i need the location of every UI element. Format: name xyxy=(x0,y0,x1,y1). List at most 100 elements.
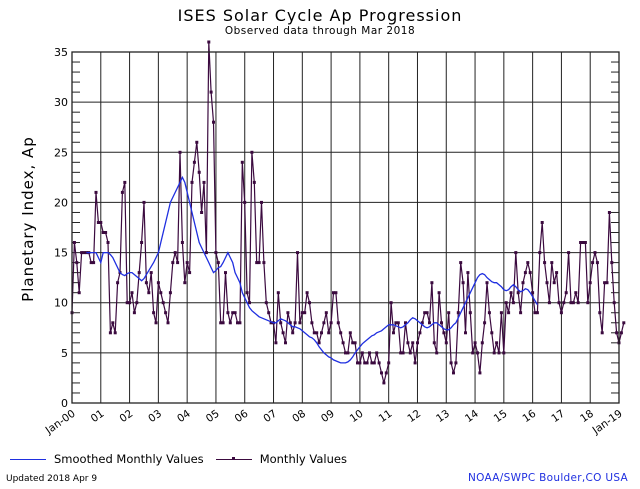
monthly-point xyxy=(123,180,127,184)
monthly-point xyxy=(535,311,539,315)
monthly-point xyxy=(224,271,227,275)
monthly-point xyxy=(615,331,619,335)
monthly-point xyxy=(468,311,472,315)
monthly-point xyxy=(99,221,103,224)
monthly-point xyxy=(401,351,405,355)
monthly-point xyxy=(464,331,467,335)
monthly-point xyxy=(466,271,470,275)
legend-item-monthly: Monthly Values xyxy=(215,452,347,466)
monthly-point xyxy=(264,301,268,305)
monthly-point xyxy=(96,221,100,224)
monthly-point xyxy=(298,321,302,325)
monthly-point xyxy=(226,311,230,315)
monthly-values-line xyxy=(71,41,625,384)
monthly-point xyxy=(140,241,144,244)
x-tick-label: 03 xyxy=(146,408,164,426)
monthly-point xyxy=(106,241,110,244)
monthly-point xyxy=(372,361,376,365)
x-tick-label: 07 xyxy=(261,408,279,426)
monthly-point xyxy=(610,261,614,265)
monthly-point xyxy=(375,351,379,355)
monthly-point xyxy=(341,341,345,345)
monthly-point xyxy=(178,150,182,154)
source-credit: NOAA/SWPC Boulder,CO USA xyxy=(467,472,628,484)
monthly-point xyxy=(130,291,134,295)
monthly-point xyxy=(161,301,165,305)
chart-title: ISES Solar Cycle Ap Progression xyxy=(177,6,463,25)
y-tick-label: 10 xyxy=(54,297,68,310)
monthly-point xyxy=(519,311,523,315)
monthly-point xyxy=(432,341,436,345)
monthly-point xyxy=(552,281,556,285)
monthly-point xyxy=(336,321,340,325)
monthly-point xyxy=(231,311,235,315)
chart-subtitle: Observed data through Mar 2018 xyxy=(224,25,416,37)
monthly-point xyxy=(389,301,393,305)
monthly-point xyxy=(180,241,184,244)
y-tick-label: 0 xyxy=(61,397,68,410)
monthly-point xyxy=(185,261,189,265)
legend: Smoothed Monthly Values Monthly Values xyxy=(10,452,359,466)
monthly-point xyxy=(188,271,192,275)
monthly-point xyxy=(418,331,422,335)
monthly-point xyxy=(252,180,256,184)
monthly-point xyxy=(183,281,187,285)
monthly-point xyxy=(511,301,515,305)
monthly-point xyxy=(509,291,513,295)
monthly-point xyxy=(332,291,335,295)
monthly-point xyxy=(562,301,566,305)
monthly-point xyxy=(293,321,297,325)
monthly-point xyxy=(380,371,383,375)
monthly-point xyxy=(476,351,479,355)
monthly-point xyxy=(384,371,388,375)
monthly-point xyxy=(396,321,400,325)
monthly-point xyxy=(579,241,583,244)
monthly-point xyxy=(420,321,424,325)
monthly-point xyxy=(281,331,285,335)
monthly-point xyxy=(233,311,237,315)
monthly-point xyxy=(317,341,321,345)
monthly-point xyxy=(459,261,463,265)
x-tick-label: 16 xyxy=(521,407,539,425)
monthly-point xyxy=(329,321,333,325)
monthly-point xyxy=(305,291,309,295)
monthly-point xyxy=(564,291,568,295)
monthly-point xyxy=(279,321,283,325)
monthly-point xyxy=(533,311,537,315)
monthly-point xyxy=(195,140,199,144)
monthly-point xyxy=(176,261,180,265)
monthly-point xyxy=(159,291,163,295)
monthly-point xyxy=(437,291,441,295)
monthly-point xyxy=(365,361,369,365)
monthly-point xyxy=(490,331,494,335)
monthly-point xyxy=(339,331,343,335)
x-tick-label: 11 xyxy=(377,408,395,426)
monthly-point xyxy=(113,331,117,335)
monthly-point xyxy=(413,361,417,365)
monthly-point xyxy=(262,261,266,265)
x-tick-label: 14 xyxy=(463,407,481,425)
monthly-point xyxy=(344,351,347,355)
monthly-point xyxy=(310,321,314,325)
monthly-point xyxy=(591,261,595,265)
monthly-point xyxy=(315,331,319,335)
monthly-point xyxy=(387,361,391,365)
monthly-point xyxy=(89,261,93,265)
monthly-point xyxy=(461,281,465,285)
monthly-point xyxy=(303,311,307,315)
monthly-point xyxy=(473,341,477,345)
x-tick-label: 04 xyxy=(175,407,193,425)
monthly-point xyxy=(346,351,350,355)
monthly-point xyxy=(452,371,455,375)
monthly-point xyxy=(569,301,573,305)
monthly-point xyxy=(171,261,175,265)
monthly-point xyxy=(219,321,223,325)
monthly-point xyxy=(245,291,249,295)
monthly-point xyxy=(607,211,611,214)
monthly-point xyxy=(485,281,489,285)
monthly-point xyxy=(502,351,506,355)
monthly-point xyxy=(528,271,532,275)
monthly-point xyxy=(75,261,79,265)
monthly-point xyxy=(192,160,196,164)
monthly-point xyxy=(82,251,86,255)
